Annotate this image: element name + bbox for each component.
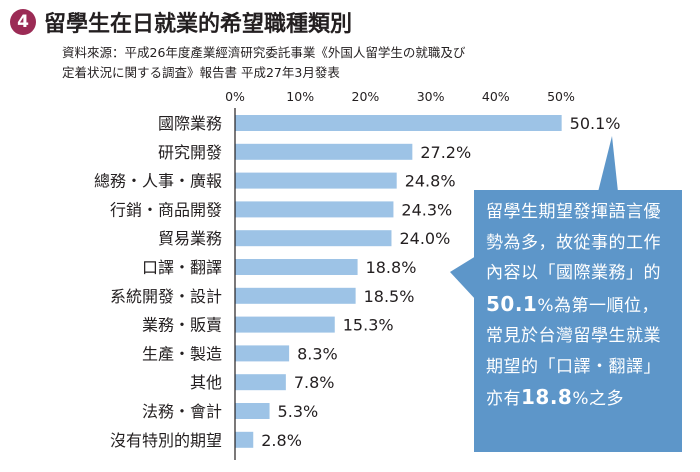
category-label: 行銷・商品開發 (110, 200, 222, 219)
callout-box (474, 190, 682, 452)
bar (235, 172, 397, 189)
category-label: 口譯・翻譯 (142, 258, 222, 277)
category-label: 研究開發 (158, 143, 222, 162)
value-label: 24.8% (405, 172, 456, 191)
bar (235, 259, 358, 275)
bar (235, 345, 290, 362)
bar (235, 201, 394, 218)
x-tick-label: 10% (286, 89, 314, 104)
value-label: 24.0% (399, 229, 450, 248)
category-label: 法務・會計 (142, 402, 222, 421)
bars (235, 115, 562, 448)
value-label: 18.8% (366, 258, 417, 277)
source-note-line-2: 定着状況に関する調査》報告書 平成27年3月發表 (62, 65, 340, 80)
value-label: 5.3% (278, 402, 319, 421)
x-tick-label: 0% (225, 89, 245, 104)
bar (235, 431, 254, 448)
category-label: 系統開發・設計 (110, 287, 222, 306)
value-label: 24.3% (401, 200, 452, 219)
callout-text-before: 留學生期望發揮語言優勢為多，故從事的工作內容以「國際業務」的 (486, 202, 661, 283)
bar (235, 374, 286, 391)
callout-text-middle: %為第一順位，常見於台灣留學生就業期望的「口譯・翻譯」亦有 (486, 295, 661, 410)
chart-title: 留學生在日就業的希望職種類別 (44, 12, 353, 37)
category-label: 貿易業務 (158, 229, 222, 248)
callout-pointer-left (450, 256, 476, 300)
bar (235, 287, 356, 304)
bar (235, 115, 562, 131)
chart-header: 4 留學生在日就業的希望職種類別 資料來源：平成26年度產業經濟研究委託事業《外… (10, 6, 690, 86)
callout-highlight-value-2: 18.8 (521, 385, 573, 409)
x-tick-label: 30% (417, 89, 445, 104)
category-label: 總務・人事・廣報 (94, 172, 222, 191)
callout-text-after: %之多 (572, 389, 625, 409)
callout-pointer (450, 136, 618, 300)
value-label: 8.3% (297, 344, 338, 363)
category-label: 生產・製造 (142, 344, 222, 363)
x-tick-label: 50% (547, 89, 575, 104)
source-note-line-1: 資料來源：平成26年度產業經濟研究委託事業《外国人留学生の就職及び (62, 45, 466, 60)
value-labels: 50.1% 27.2% 24.8% 24.3% 24.0% 18.8% 18.5% 15.3%… (261, 114, 620, 450)
category-label: 其他 (190, 373, 222, 392)
callout-text: 留學生期望發揮語言優勢為多，故從事的工作內容以「國際業務」的 50.1%為第一順位… (486, 197, 676, 415)
callout-highlight-value-1: 50.1 (486, 291, 538, 316)
section-number-badge: 4 (10, 9, 36, 35)
category-label: 業務・販賣 (142, 316, 222, 335)
x-tick-label: 40% (482, 89, 510, 104)
value-label: 2.8% (261, 431, 302, 450)
bar (235, 230, 392, 247)
category-labels: 國際業務研究開發總務・人事・廣報行銷・商品開發貿易業務口譯・翻譯系統開發・設計業… (94, 114, 222, 450)
category-label: 沒有特別的期望 (110, 431, 222, 450)
bar (235, 143, 413, 160)
x-tick-label: 20% (352, 89, 380, 104)
bar (235, 403, 270, 419)
value-label: 15.3% (343, 316, 394, 335)
value-label: 18.5% (364, 287, 415, 306)
callout-pointer-up (598, 136, 618, 192)
value-label: 7.8% (294, 373, 335, 392)
bar (235, 316, 335, 333)
category-label: 國際業務 (158, 114, 222, 133)
value-label: 50.1% (570, 114, 621, 133)
value-label: 27.2% (420, 143, 471, 162)
x-axis-ticks: 0% 10% 20% 30% 40% 50% (225, 89, 575, 104)
